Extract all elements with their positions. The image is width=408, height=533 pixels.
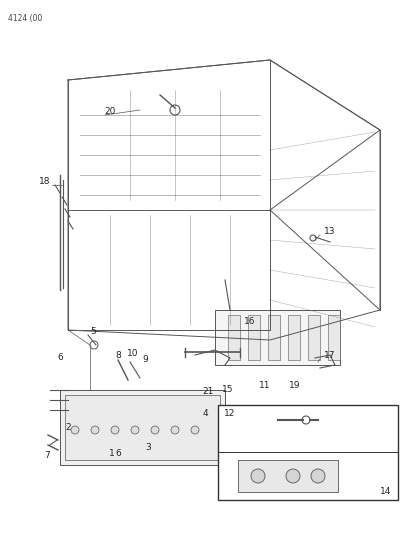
Bar: [308, 315, 320, 360]
Text: 5: 5: [90, 327, 96, 336]
Bar: [238, 460, 338, 492]
Circle shape: [170, 105, 180, 115]
Text: 13: 13: [324, 228, 336, 237]
Text: 16: 16: [244, 318, 256, 327]
Text: 12: 12: [224, 408, 236, 417]
Text: 8: 8: [115, 351, 121, 359]
Text: 10: 10: [127, 350, 139, 359]
Bar: [215, 310, 340, 365]
Circle shape: [302, 416, 310, 424]
Bar: [288, 315, 300, 360]
Text: 4: 4: [202, 408, 208, 417]
Circle shape: [71, 426, 79, 434]
Bar: [228, 315, 240, 360]
Text: 9: 9: [142, 356, 148, 365]
Bar: [328, 315, 340, 360]
Circle shape: [251, 469, 265, 483]
Circle shape: [151, 426, 159, 434]
Text: 17: 17: [324, 351, 336, 360]
Text: 7: 7: [44, 450, 50, 459]
Text: 19: 19: [289, 381, 301, 390]
Text: 18: 18: [39, 177, 51, 187]
Text: 20: 20: [104, 108, 116, 117]
Text: 6: 6: [115, 448, 121, 457]
Circle shape: [111, 426, 119, 434]
Text: 11: 11: [259, 381, 271, 390]
Bar: [218, 405, 398, 500]
Circle shape: [131, 426, 139, 434]
Text: 4124 (00: 4124 (00: [8, 13, 42, 22]
Circle shape: [91, 426, 99, 434]
Text: 3: 3: [145, 443, 151, 453]
Bar: [60, 390, 225, 465]
Bar: [65, 395, 220, 460]
Bar: [268, 315, 280, 360]
Circle shape: [310, 235, 316, 241]
Bar: [248, 315, 260, 360]
Text: 15: 15: [222, 385, 234, 394]
Text: 2: 2: [65, 424, 71, 432]
Text: 6: 6: [57, 352, 63, 361]
Circle shape: [286, 469, 300, 483]
Text: 1: 1: [109, 448, 115, 457]
Circle shape: [191, 426, 199, 434]
Text: 14: 14: [380, 488, 392, 497]
Circle shape: [171, 426, 179, 434]
Text: 21: 21: [202, 387, 214, 397]
Circle shape: [311, 469, 325, 483]
Circle shape: [90, 341, 98, 349]
